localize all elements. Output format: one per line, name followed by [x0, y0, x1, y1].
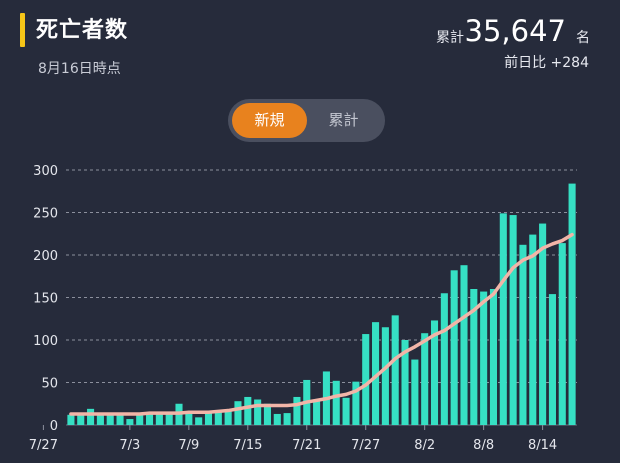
y-tick-label: 300 — [33, 164, 58, 179]
chart-bar — [87, 408, 95, 425]
title-accent-bar — [20, 13, 25, 47]
chart-bar — [244, 396, 252, 425]
x-tick-label: 7/27 — [29, 438, 58, 453]
y-tick-label: 0 — [50, 419, 58, 434]
chart-bar — [136, 414, 144, 425]
y-tick-label: 200 — [33, 249, 58, 264]
chart-bar — [214, 412, 222, 425]
chart-bar — [568, 183, 576, 425]
cumulative-toggle-button[interactable]: 累計 — [328, 111, 359, 129]
chart-bar — [77, 413, 85, 425]
chart-bar — [411, 359, 419, 425]
chart-bar — [195, 417, 203, 425]
day-over-day-change: 前日比 +284 — [504, 55, 589, 71]
x-tick-label: 8/8 — [473, 438, 494, 453]
y-tick-label: 50 — [41, 377, 58, 392]
chart-bar — [421, 333, 429, 425]
chart-bar — [234, 401, 242, 425]
chart-bar — [342, 397, 350, 425]
chart-bar — [558, 243, 566, 425]
y-tick-label: 100 — [33, 334, 58, 349]
chart-bar — [529, 234, 537, 425]
total-unit: 名 — [576, 30, 590, 46]
x-axis-ticks: 7/27 7/3 7/9 7/15 7/21 7/27 8/2 8/8 8/14 — [29, 425, 557, 453]
chart-bar — [185, 413, 193, 425]
chart-bar — [401, 340, 409, 425]
chart-bar — [460, 265, 468, 425]
chart-bar — [470, 289, 478, 425]
chart-bar — [548, 294, 556, 425]
x-tick-label: 7/15 — [233, 438, 262, 453]
chart-bar — [204, 412, 213, 425]
chart-bar — [381, 327, 389, 425]
chart-bar — [224, 411, 232, 425]
chart-bar — [116, 413, 124, 425]
y-axis-ticks: 0 50 100 150 200 250 300 — [33, 164, 58, 434]
total-label: 累計 — [436, 30, 464, 46]
chart-bar — [106, 413, 114, 425]
chart-bar — [519, 244, 527, 425]
total-value: 35,647 — [464, 14, 566, 48]
chart-bar — [96, 413, 104, 425]
chart-bar — [440, 293, 448, 425]
chart-bar — [155, 413, 163, 425]
chart-bar — [509, 215, 517, 425]
chart-bar — [263, 403, 271, 425]
chart-bar — [313, 399, 321, 425]
moving-average-line — [69, 232, 574, 416]
chart-bar — [273, 413, 281, 425]
chart-bar — [372, 322, 380, 425]
chart-bar — [254, 399, 262, 425]
chart-bar — [145, 413, 154, 425]
moving-average-polyline — [69, 232, 574, 416]
chart-bar — [539, 223, 547, 425]
chart-bar — [352, 381, 360, 425]
chart-bar — [67, 414, 75, 425]
chart-bar — [293, 396, 301, 425]
x-tick-label: 7/3 — [119, 438, 140, 453]
chart-bar — [165, 413, 173, 425]
chart-bar — [489, 289, 498, 425]
chart-bars — [67, 183, 576, 425]
chart-bar — [499, 213, 507, 425]
y-tick-label: 150 — [33, 292, 58, 307]
x-tick-label: 7/27 — [351, 438, 380, 453]
y-tick-label: 250 — [33, 207, 58, 222]
chart-bar — [332, 380, 340, 425]
chart-bar — [480, 291, 488, 425]
page-title: 死亡者数 — [36, 18, 129, 43]
x-tick-label: 7/9 — [178, 438, 199, 453]
chart-bar — [430, 320, 439, 425]
x-tick-label: 7/21 — [292, 438, 321, 453]
chart-bar — [450, 270, 458, 425]
x-tick-label: 8/2 — [414, 438, 435, 453]
view-toggle: 新規 累計 — [228, 99, 385, 142]
chart-bar — [126, 419, 134, 425]
chart-bar — [362, 334, 370, 425]
chart-bar — [283, 413, 291, 425]
new-cases-toggle-button[interactable]: 新規 — [232, 103, 307, 138]
as-of-date: 8月16日時点 — [38, 61, 121, 77]
chart-bar — [391, 315, 399, 425]
x-tick-label: 8/14 — [528, 438, 557, 453]
